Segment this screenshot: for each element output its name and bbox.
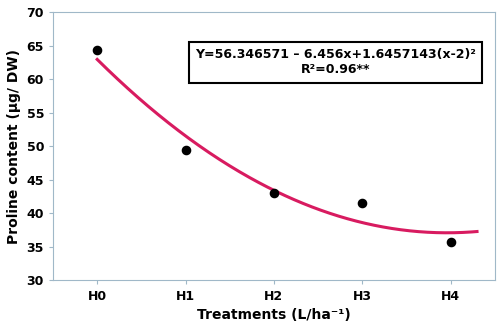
X-axis label: Treatments (L/ha⁻¹): Treatments (L/ha⁻¹) [196, 308, 350, 322]
Point [93, 48, 101, 53]
Text: Y=56.346571 – 6.456x+1.6457143(x-2)²
R²=0.96**: Y=56.346571 – 6.456x+1.6457143(x-2)² R²=… [195, 48, 475, 76]
Y-axis label: Proline content (µg/ DW): Proline content (µg/ DW) [7, 49, 21, 244]
Point [181, 148, 189, 153]
Point [270, 190, 278, 196]
Point [357, 200, 365, 205]
Point [445, 240, 453, 245]
